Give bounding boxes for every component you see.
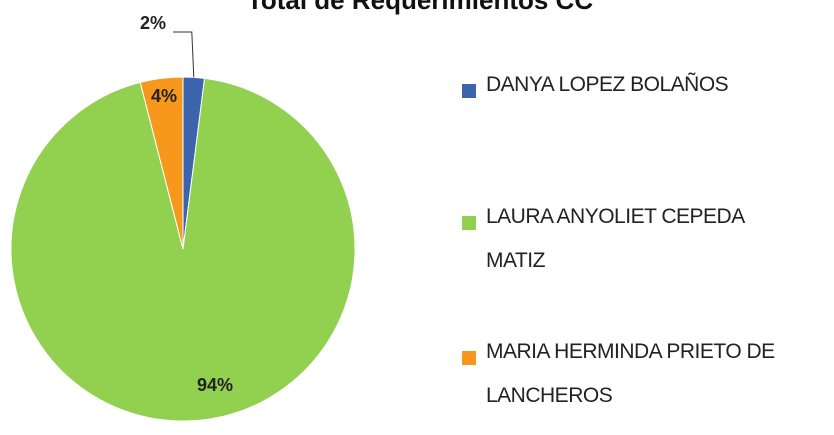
legend-item: MARIA HERMINDA PRIETO DE LANCHEROS [462,340,804,418]
legend-label: MARIA HERMINDA PRIETO DE LANCHEROS [486,340,775,407]
legend-item: DANYA LOPEZ BOLAÑOS [462,73,804,107]
data-label: 94% [197,375,233,395]
data-label: 4% [151,86,177,106]
data-label: 2% [140,13,166,33]
legend-label: DANYA LOPEZ BOLAÑOS [486,73,729,96]
legend-swatch [462,216,476,230]
chart-title: Total de Requerimientos CC [247,0,593,15]
pie-slice [10,77,356,422]
leader-line [173,31,195,78]
legend-swatch [462,351,476,365]
legend-item: LAURA ANYOLIET CEPEDA MATIZ [462,205,804,283]
pie-slice [139,76,184,250]
legend-swatch [462,84,476,98]
legend-label: LAURA ANYOLIET CEPEDA MATIZ [486,205,744,272]
